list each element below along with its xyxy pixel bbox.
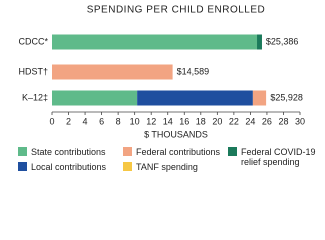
legend-label: TANF spending (136, 162, 198, 172)
x-tick-label: 20 (212, 116, 222, 126)
bar-segment (257, 34, 262, 50)
legend-label: State contributions (31, 147, 106, 157)
legend-swatch (18, 147, 27, 156)
legend-item: Local contributions (18, 162, 106, 172)
x-tick-label: 12 (146, 116, 156, 126)
bar-segment (52, 90, 138, 106)
chart: SPENDING PER CHILD ENROLLED $ THOUSANDS … (18, 5, 305, 140)
x-tick-label: 14 (163, 116, 173, 126)
x-tick-label: 22 (229, 116, 239, 126)
x-tick-label: 28 (278, 116, 288, 126)
total-label: $25,386 (266, 36, 299, 46)
bar-segment (52, 64, 173, 80)
total-label: $14,589 (177, 66, 210, 76)
legend-item: Federal COVID-19 relief spending (228, 147, 320, 167)
chart-title: SPENDING PER CHILD ENROLLED (87, 5, 266, 16)
x-tick-label: 4 (83, 116, 88, 126)
legend-label: Federal COVID-19 relief spending (241, 147, 316, 167)
x-tick-label: 0 (49, 116, 54, 126)
y-tick-label: K–12‡ (22, 92, 48, 102)
bar-segment (137, 90, 253, 106)
bar-segment (252, 90, 267, 106)
legend-swatch (18, 162, 27, 171)
x-tick-label: 10 (130, 116, 140, 126)
x-tick-label: 30 (295, 116, 305, 126)
y-tick-label: CDCC* (18, 36, 48, 46)
legend-label: Federal contributions (136, 147, 221, 157)
x-tick-label: 26 (262, 116, 272, 126)
x-tick-label: 2 (66, 116, 71, 126)
legend-label: Local contributions (31, 162, 107, 172)
y-tick-label: HDST† (18, 66, 48, 76)
legend-item: TANF spending (123, 162, 198, 172)
legend-swatch (228, 147, 237, 156)
x-tick-label: 8 (116, 116, 121, 126)
bar-segment (52, 34, 258, 50)
total-label: $25,928 (270, 92, 303, 102)
chart-container: SPENDING PER CHILD ENROLLED $ THOUSANDS … (18, 5, 320, 172)
x-tick-label: 24 (245, 116, 255, 126)
x-tick-label: 6 (99, 116, 104, 126)
legend-swatch (123, 147, 132, 156)
x-axis-label: $ THOUSANDS (144, 129, 208, 139)
legend-item: Federal contributions (123, 147, 220, 157)
x-tick-label: 18 (196, 116, 206, 126)
x-tick-label: 16 (179, 116, 189, 126)
legend-item: State contributions (18, 147, 106, 157)
legend-swatch (123, 162, 132, 171)
